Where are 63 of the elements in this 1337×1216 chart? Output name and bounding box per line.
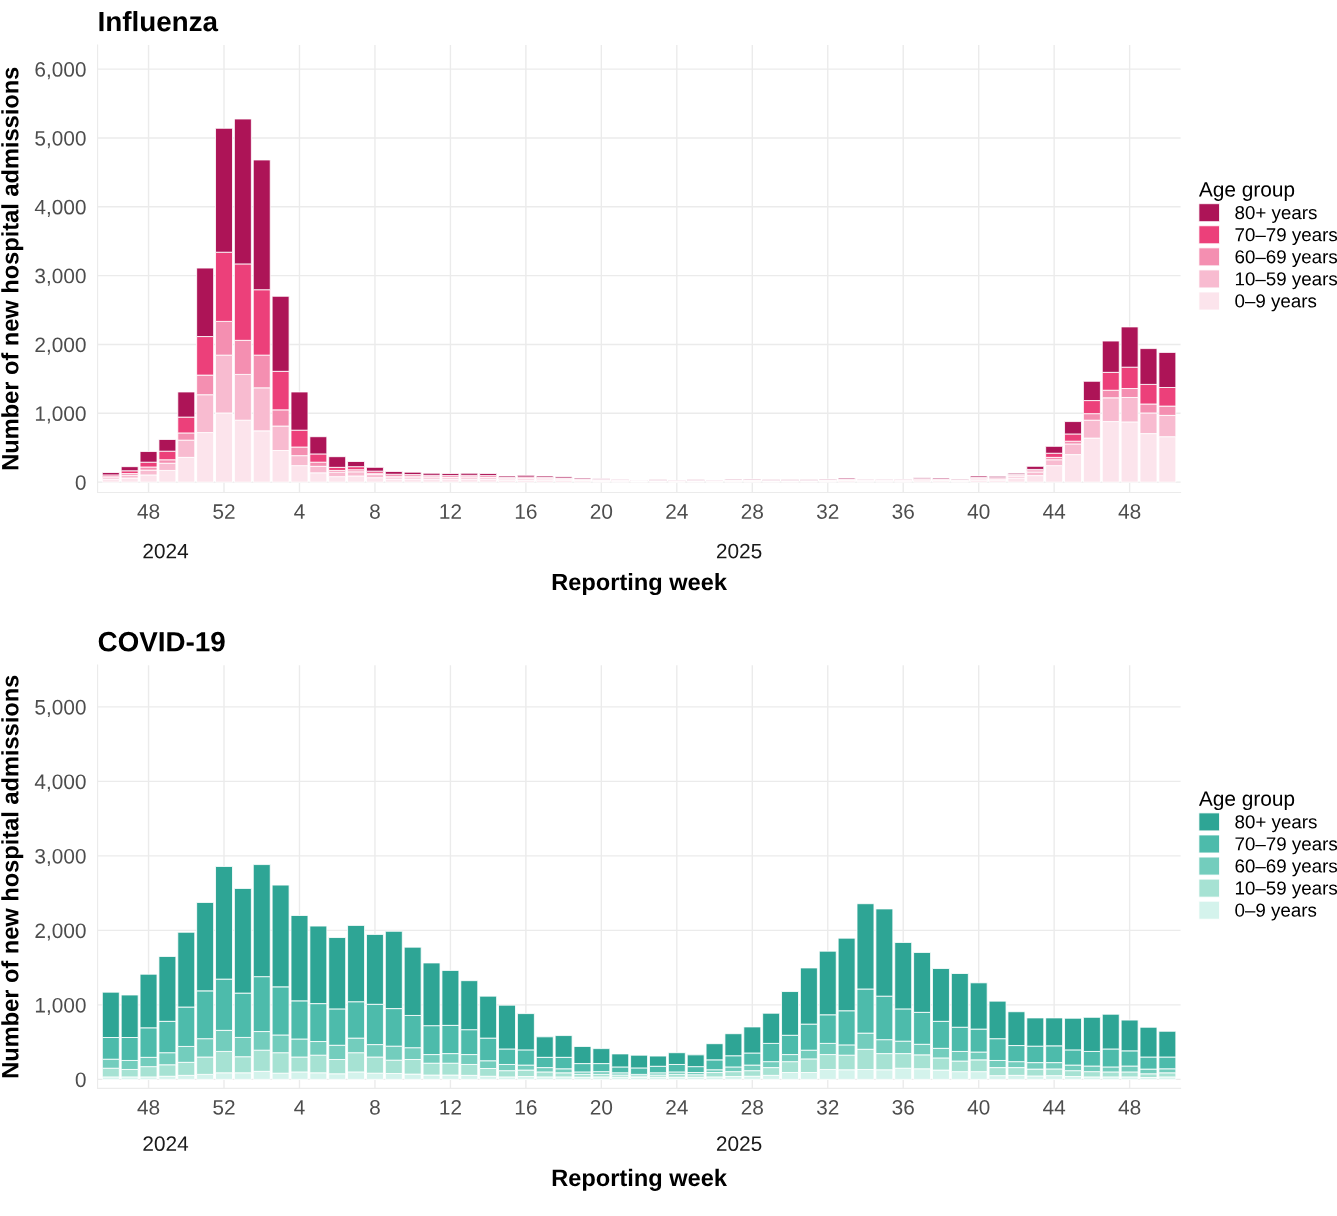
y-tick-label: 1,000 [35, 997, 86, 1016]
x-tick-label: 52 [213, 504, 235, 519]
x-tick-label: 40 [967, 504, 990, 519]
x-tick-label: 24 [666, 1099, 688, 1115]
y-tick-label: 2,000 [35, 923, 86, 941]
text: 2025 [716, 543, 762, 559]
y-tick-label: 3,000 [35, 268, 86, 286]
y-tick-label: 0 [75, 1072, 86, 1088]
x-tick-label: 48 [1118, 1099, 1141, 1115]
y-tick-label: 1,000 [35, 406, 86, 424]
x-tick-label: 8 [370, 504, 380, 519]
y-tick-label: 0 [75, 475, 86, 490]
x-tick-label: 28 [741, 504, 763, 519]
x-tick-label: 12 [440, 1099, 461, 1115]
x-tick-label: 44 [1043, 504, 1066, 519]
x-tick-label: 8 [370, 1099, 380, 1115]
x-tick-label: 36 [892, 1099, 914, 1115]
x-tick-label: 32 [816, 1099, 839, 1115]
legend-label: 10–59 years [1235, 272, 1337, 290]
text: 2024 [143, 543, 189, 559]
legend-label: 80+ years [1235, 205, 1317, 223]
legend-title: Age group [1198, 791, 1295, 811]
x-tick-label: 28 [741, 1099, 763, 1115]
x-tick-label: 48 [137, 504, 160, 519]
x-tick-label: 4 [294, 504, 305, 519]
x-tick-label: 16 [515, 1099, 537, 1115]
y-axis-title: Number of new hospital admissions [1, 675, 24, 1078]
y-tick-label: 2,000 [35, 337, 86, 355]
legend-label: 10–59 years [1235, 881, 1337, 899]
y-tick-label: 4,000 [34, 199, 86, 217]
y-tick-label: 4,000 [34, 774, 86, 792]
x-axis-title: Reporting week [552, 573, 728, 596]
y-tick-label: 5,000 [35, 130, 86, 149]
legend-label: 60–69 years [1235, 859, 1337, 877]
legend-label: 60–69 years [1235, 250, 1337, 268]
x-tick-label: 36 [892, 504, 914, 519]
y-tick-label: 5,000 [35, 699, 86, 718]
legend-title: Age group [1198, 182, 1295, 201]
chart-title: COVID-19 [98, 631, 225, 652]
x-tick-label: 48 [1118, 504, 1141, 519]
legend-label: 0–9 years [1235, 903, 1317, 921]
x-tick-label: 24 [666, 504, 688, 519]
x-tick-label: 20 [590, 504, 613, 519]
x-tick-label: 44 [1043, 1100, 1066, 1115]
x-tick-label: 16 [515, 504, 537, 519]
x-tick-label: 40 [967, 1099, 990, 1115]
chart-title: Influenza [99, 10, 219, 32]
y-tick-label: 3,000 [35, 848, 86, 867]
x-tick-label: 48 [137, 1099, 160, 1115]
text: 2025 [716, 1136, 762, 1152]
legend-label: 70–79 years [1235, 228, 1337, 246]
legend-label: 0–9 years [1235, 294, 1317, 312]
x-tick-label: 4 [294, 1100, 305, 1115]
text: 2024 [143, 1136, 189, 1152]
x-axis-title: Reporting week [552, 1168, 728, 1191]
y-tick-label: 6,000 [35, 62, 86, 80]
legend-label: 80+ years [1235, 815, 1317, 833]
y-axis-title: Number of new hospital admissions [1, 67, 24, 470]
x-tick-label: 52 [213, 1099, 235, 1115]
x-tick-label: 20 [590, 1099, 613, 1115]
x-tick-label: 32 [816, 504, 839, 519]
legend-label: 70–79 years [1235, 837, 1337, 855]
x-tick-label: 12 [440, 504, 461, 519]
